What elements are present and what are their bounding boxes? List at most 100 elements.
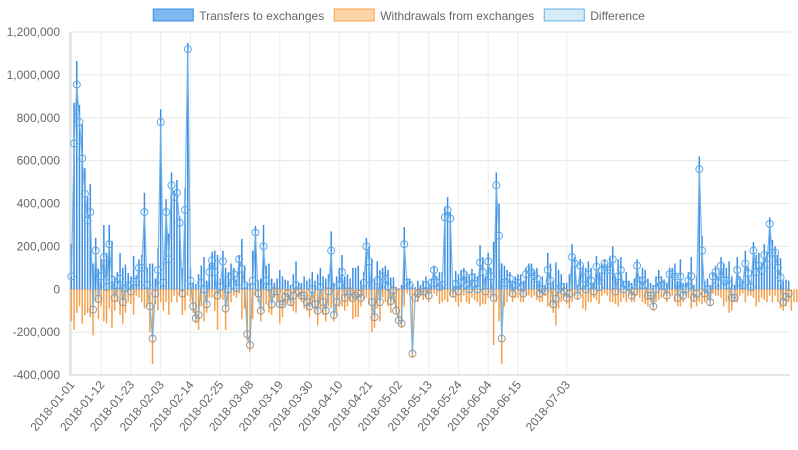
withdrawal-bar	[392, 289, 395, 303]
transfer-bar	[195, 283, 197, 290]
transfer-bar	[270, 278, 273, 290]
difference-point	[513, 278, 522, 287]
difference-point	[562, 293, 571, 302]
difference-point	[408, 349, 417, 358]
difference-point	[730, 293, 739, 302]
withdrawal-bar	[484, 289, 487, 305]
difference-point	[129, 277, 138, 286]
withdrawal-bar	[119, 289, 121, 315]
difference-point	[760, 250, 769, 259]
difference-point	[714, 278, 723, 287]
withdrawal-bar	[168, 289, 170, 315]
difference-point	[162, 208, 171, 217]
difference-point	[343, 287, 352, 296]
difference-point	[484, 257, 493, 266]
withdrawal-bar	[97, 289, 100, 320]
difference-point	[660, 282, 669, 291]
transfer-bar	[94, 237, 97, 290]
difference-point	[565, 289, 574, 298]
withdrawal-bar	[549, 289, 552, 307]
difference-point	[619, 285, 628, 294]
withdrawal-bar	[105, 289, 108, 324]
transfer-bar	[584, 267, 587, 290]
transfer-bar	[752, 242, 755, 290]
transfer-bar	[197, 274, 200, 290]
transfer-bar	[630, 282, 633, 290]
withdrawal-bar	[208, 289, 211, 298]
transfer-bar	[143, 192, 146, 290]
difference-point	[397, 319, 406, 328]
difference-point	[524, 265, 533, 274]
difference-point	[327, 246, 336, 255]
withdrawal-bar	[235, 289, 238, 298]
withdrawal-bar	[460, 289, 462, 303]
difference-point	[75, 118, 84, 127]
transfer-bar	[187, 42, 189, 290]
withdrawal-bar	[251, 289, 254, 320]
transfer-bar	[514, 276, 517, 290]
withdrawal-bar	[511, 289, 514, 303]
transfer-bar	[425, 276, 427, 290]
difference-point	[530, 272, 539, 281]
difference-point	[321, 306, 330, 315]
transfer-bar	[473, 273, 476, 290]
withdrawal-bar	[127, 289, 129, 303]
difference-point	[237, 264, 246, 273]
transfer-bar	[433, 265, 435, 290]
withdrawal-bar	[752, 289, 755, 298]
transfer-bar	[517, 274, 519, 290]
difference-point	[246, 340, 254, 349]
withdrawal-bar	[560, 289, 563, 303]
withdrawal-bar	[238, 289, 240, 294]
difference-point	[216, 283, 225, 292]
withdrawal-bar	[78, 289, 81, 307]
difference-point	[167, 181, 176, 190]
difference-point	[492, 181, 501, 190]
withdrawal-bar	[254, 289, 257, 296]
transfer-bar	[728, 261, 730, 290]
withdrawal-bar	[538, 289, 541, 303]
withdrawal-bar	[419, 289, 422, 296]
difference-point	[243, 330, 252, 339]
difference-point	[689, 293, 698, 302]
transfer-bar	[590, 267, 592, 290]
withdrawal-bar	[373, 289, 376, 328]
difference-point	[473, 285, 482, 294]
withdrawal-bar	[606, 289, 609, 296]
withdrawal-bar	[611, 289, 614, 303]
withdrawal-bar	[763, 289, 766, 300]
transfer-bar	[173, 190, 175, 290]
legend-label-withdrawals-from-exchanges: Withdrawals from exchanges	[380, 9, 534, 23]
difference-point	[535, 289, 544, 298]
transfer-bar	[714, 265, 717, 290]
legend-label-transfers-to-exchanges: Transfers to exchanges	[199, 9, 324, 23]
difference-point	[652, 285, 661, 294]
difference-point	[248, 276, 257, 285]
axes: 1,200,000 1,000,000 800,000 600,000 400,000 2…	[7, 25, 790, 434]
difference-point	[370, 313, 379, 322]
withdrawal-bar	[287, 289, 289, 303]
withdrawal-bar	[381, 289, 384, 298]
transfer-bar	[468, 274, 470, 290]
withdrawal-bar	[384, 289, 387, 303]
y-tick-label: 0	[53, 282, 60, 296]
difference-point	[267, 300, 276, 309]
withdrawal-bar	[230, 289, 232, 303]
difference-point	[684, 276, 693, 285]
transfer-bar	[122, 267, 124, 290]
difference-series	[67, 45, 793, 358]
difference-point	[294, 287, 303, 296]
difference-point	[776, 273, 785, 282]
withdrawal-bar	[446, 289, 449, 303]
withdrawal-bar	[498, 289, 500, 322]
transfer-bar	[733, 284, 736, 290]
transfer-bar	[216, 254, 219, 290]
withdrawal-bar	[173, 289, 175, 296]
withdrawal-bar	[465, 289, 468, 303]
difference-point	[716, 261, 725, 270]
transfer-bar	[289, 284, 292, 290]
withdrawal-bar	[796, 289, 798, 303]
transfer-bar	[557, 269, 560, 290]
difference-point	[356, 293, 365, 302]
difference-point	[638, 276, 647, 285]
